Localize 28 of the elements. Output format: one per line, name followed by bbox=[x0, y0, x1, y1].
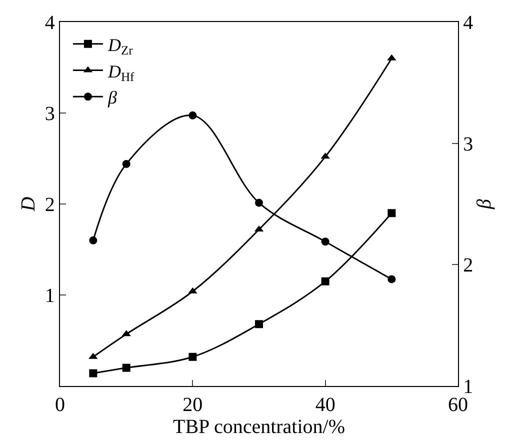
y-tick-label: 2 bbox=[44, 194, 55, 216]
point bbox=[255, 320, 263, 328]
point bbox=[321, 238, 330, 246]
legend-label: D$_{Hf}$ bbox=[106, 61, 136, 84]
point bbox=[89, 369, 98, 378]
y-axis-title: D bbox=[17, 196, 40, 212]
point bbox=[89, 236, 98, 244]
point bbox=[388, 209, 396, 218]
point bbox=[188, 352, 197, 361]
y2-axis-title: β bbox=[474, 198, 496, 210]
point bbox=[122, 364, 130, 372]
x-tick-label: 40 bbox=[315, 394, 336, 416]
y-tick-label: 3 bbox=[44, 103, 55, 125]
x-tick-label: 0 bbox=[55, 394, 65, 416]
point bbox=[388, 275, 396, 284]
point bbox=[321, 277, 330, 286]
y2-tick-label: 4 bbox=[463, 12, 474, 34]
point bbox=[122, 160, 130, 168]
point bbox=[188, 111, 197, 120]
y2-tick-label: 2 bbox=[463, 254, 474, 277]
y-tick-label: 4 bbox=[44, 12, 55, 34]
legend-label: β bbox=[106, 88, 117, 108]
x-tick-label: 20 bbox=[182, 394, 203, 416]
point bbox=[255, 198, 263, 207]
y2-tick-label: 3 bbox=[463, 133, 474, 156]
legend-label: D$_{Zr}$ bbox=[106, 34, 134, 58]
y-tick-label: 1 bbox=[44, 285, 55, 307]
x-axis-title: TBP concentration/% bbox=[173, 416, 345, 438]
